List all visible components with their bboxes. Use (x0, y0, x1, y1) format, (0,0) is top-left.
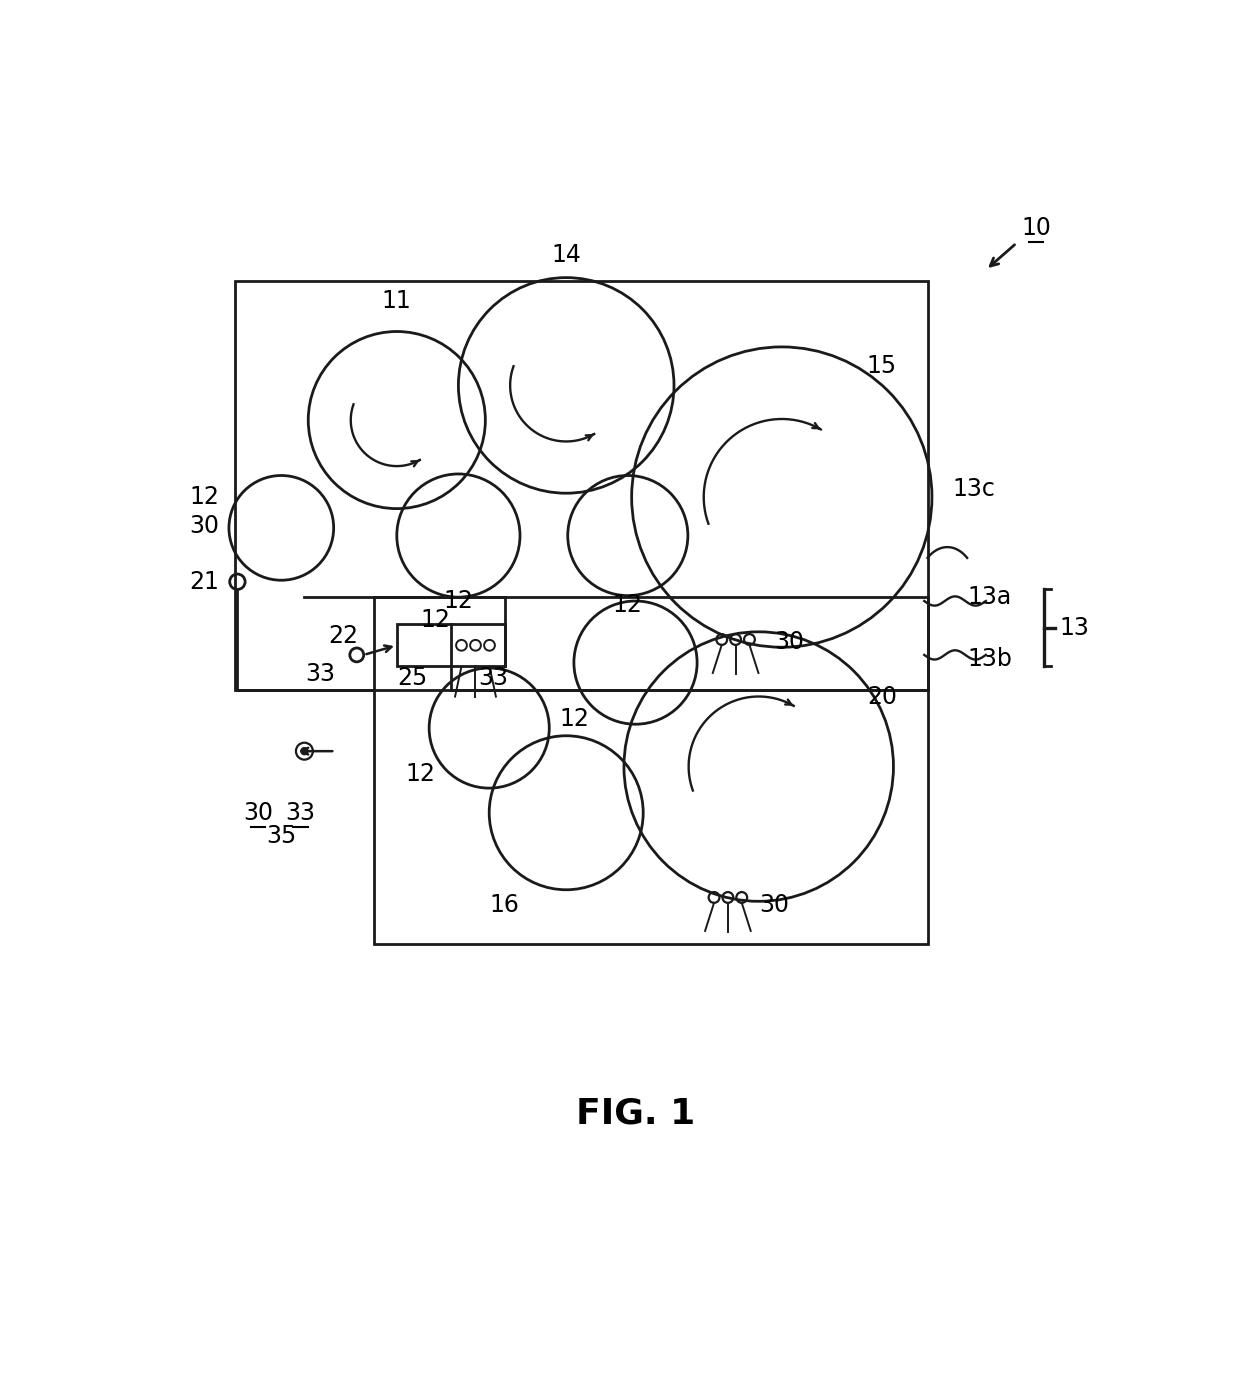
Text: 13a: 13a (967, 585, 1012, 609)
Text: 11: 11 (382, 289, 412, 313)
Text: 30: 30 (759, 893, 789, 917)
Text: 12: 12 (420, 609, 450, 632)
Text: 12: 12 (444, 589, 474, 613)
Text: 21: 21 (190, 570, 219, 593)
Text: 20: 20 (867, 685, 897, 709)
Text: 13c: 13c (952, 477, 996, 502)
Text: 12: 12 (613, 593, 642, 617)
Circle shape (301, 748, 308, 754)
Text: 12: 12 (559, 707, 589, 730)
Text: FIG. 1: FIG. 1 (575, 1097, 696, 1130)
Bar (373, 597, 928, 943)
Text: 10: 10 (1021, 216, 1050, 239)
Text: 13b: 13b (967, 647, 1012, 671)
Text: 25: 25 (397, 667, 428, 690)
Text: 30: 30 (243, 801, 273, 824)
Text: 12: 12 (190, 485, 219, 509)
Text: 33: 33 (479, 667, 508, 690)
Text: 33: 33 (285, 801, 315, 824)
Text: 14: 14 (552, 242, 582, 267)
Text: 12: 12 (405, 762, 435, 787)
Text: 22: 22 (327, 624, 358, 647)
Bar (397, 624, 505, 667)
Bar (236, 282, 928, 690)
Text: 15: 15 (867, 354, 897, 378)
Text: 16: 16 (490, 893, 520, 917)
Text: 30: 30 (190, 514, 219, 538)
Text: 33: 33 (305, 662, 335, 686)
Text: 35: 35 (267, 824, 296, 848)
Text: 13: 13 (1059, 615, 1089, 640)
Text: 30: 30 (775, 629, 805, 654)
